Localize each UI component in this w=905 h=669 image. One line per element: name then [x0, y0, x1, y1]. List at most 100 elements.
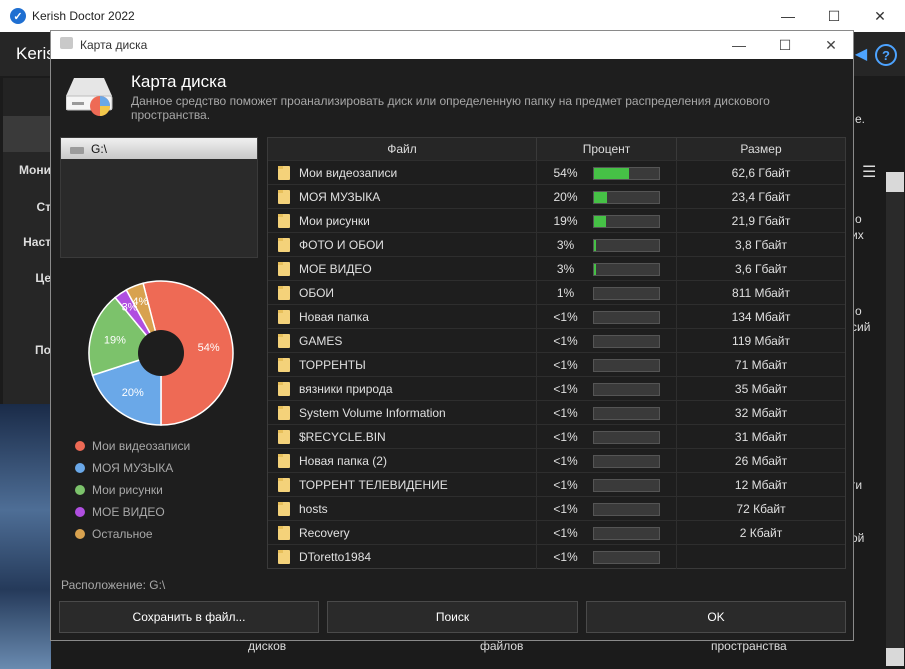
main-minimize-button[interactable]: — — [765, 0, 811, 32]
pie-slice — [142, 280, 234, 426]
column-divider — [676, 521, 677, 545]
legend-item: Остальное — [75, 526, 153, 542]
column-divider — [536, 185, 537, 209]
save-to-file-button[interactable]: Сохранить в файл... — [59, 601, 319, 633]
folder-icon — [278, 550, 290, 564]
folder-icon — [278, 334, 290, 348]
table-row[interactable]: GAMES <1% 119 Мбайт — [268, 328, 845, 353]
pie-slice-label: 4% — [132, 296, 148, 308]
sidebar-active-item[interactable] — [3, 116, 51, 152]
maximize-icon: ☐ — [778, 36, 792, 53]
column-divider — [676, 257, 677, 281]
folder-icon — [278, 358, 290, 372]
dialog-close-button[interactable]: ✕ — [808, 31, 854, 59]
column-divider — [536, 233, 537, 257]
table-row[interactable]: Новая папка <1% 134 Мбайт — [268, 304, 845, 329]
file-size: 811 Мбайт — [732, 286, 790, 300]
speaker-icon[interactable]: ◀ — [854, 46, 868, 63]
main-right-text: сий — [851, 320, 871, 334]
bottom-text-space: пространства — [711, 639, 787, 653]
table-row[interactable]: System Volume Information <1% 32 Мбайт — [268, 400, 845, 425]
table-row[interactable]: МОЯ МУЗЫКА 20% 23,4 Гбайт — [268, 184, 845, 209]
file-name: Recovery — [299, 526, 350, 540]
ok-button[interactable]: OK — [586, 601, 846, 633]
disk-chart-icon — [66, 78, 113, 116]
column-divider — [676, 329, 677, 353]
legend-label: МОЯ МУЗЫКА — [92, 461, 174, 475]
table-row[interactable]: ОБОИ 1% 811 Мбайт — [268, 280, 845, 305]
percent-bar-fill — [594, 216, 607, 227]
column-divider — [536, 281, 537, 305]
help-icon[interactable]: ? — [875, 44, 897, 66]
table-row[interactable]: ФОТО И ОБОИ 3% 3,8 Гбайт — [268, 232, 845, 257]
legend-item: МОЕ ВИДЕО — [75, 504, 165, 520]
pie-slice-label: 20% — [122, 387, 144, 399]
legend-item: МОЯ МУЗЫКА — [75, 460, 173, 476]
main-close-button[interactable]: ✕ — [857, 0, 903, 32]
table-row[interactable]: ТОРРЕНТЫ <1% 71 Мбайт — [268, 352, 845, 377]
table-row[interactable]: Recovery <1% 2 Кбайт — [268, 520, 845, 545]
percent-bar-fill — [594, 240, 596, 251]
file-name: DToretto1984 — [299, 550, 372, 564]
scroll-up-button[interactable] — [886, 172, 904, 192]
minimize-icon: — — [781, 8, 795, 24]
legend-label: Остальное — [92, 527, 153, 541]
table-row[interactable]: ТОРРЕНТ ТЕЛЕВИДЕНИЕ <1% 12 Мбайт — [268, 472, 845, 497]
column-divider — [536, 497, 537, 521]
column-divider — [676, 497, 677, 521]
table-row[interactable]: вязники природа <1% 35 Мбайт — [268, 376, 845, 401]
dialog-heading: Карта диска — [131, 72, 227, 91]
percent-bar — [593, 383, 660, 396]
drive-list-item[interactable] — [61, 138, 257, 159]
table-row[interactable]: Мои видеозаписи 54% 62,6 Гбайт — [268, 160, 845, 185]
table-row[interactable]: $RECYCLE.BIN <1% 31 Мбайт — [268, 424, 845, 449]
percent-bar — [593, 263, 660, 276]
column-divider — [536, 353, 537, 377]
legend-dot — [75, 507, 85, 517]
sidebar-item-targets[interactable]: Це — [3, 260, 51, 301]
column-divider — [536, 209, 537, 233]
file-percent: <1% — [553, 478, 578, 492]
file-percent: <1% — [553, 502, 578, 516]
column-divider — [536, 377, 537, 401]
pie-center-hole — [138, 330, 184, 376]
table-row[interactable]: Новая папка (2) <1% 26 Мбайт — [268, 448, 845, 473]
column-divider — [536, 449, 537, 473]
minimize-icon: — — [732, 37, 746, 53]
location-label: Расположение: G:\ — [61, 578, 166, 592]
hamburger-menu-icon[interactable]: ☰ — [862, 164, 877, 181]
table-row[interactable]: МОЕ ВИДЕО 3% 3,6 Гбайт — [268, 256, 845, 281]
main-right-text: о — [855, 304, 862, 318]
column-header-size[interactable]: Размер — [677, 138, 845, 160]
table-row[interactable]: hosts <1% 72 Кбайт — [268, 496, 845, 521]
legend-item: Мои видеозаписи — [75, 438, 190, 454]
column-divider — [676, 209, 677, 233]
file-size: 62,6 Гбайт — [731, 166, 791, 180]
column-divider — [676, 449, 677, 473]
column-divider — [676, 161, 677, 185]
file-size: 32 Мбайт — [734, 406, 788, 420]
sidebar-item-settings[interactable]: Наст — [3, 224, 51, 265]
folder-icon — [278, 238, 290, 252]
app-check-icon: ✓ — [10, 8, 26, 24]
main-scrollbar[interactable] — [886, 172, 904, 662]
table-row[interactable]: Мои рисунки 19% 21,9 Гбайт — [268, 208, 845, 233]
sidebar-item-monitoring[interactable]: Мони — [3, 152, 51, 193]
file-percent: 20% — [553, 190, 578, 204]
scroll-down-button[interactable] — [886, 648, 904, 666]
column-header-percent[interactable]: Процент — [537, 138, 677, 160]
table-row[interactable]: DToretto1984 <1% — [268, 544, 845, 569]
dialog-maximize-button[interactable]: ☐ — [762, 31, 808, 59]
main-maximize-button[interactable]: ☐ — [811, 0, 857, 32]
dialog-description: Данное средство поможет проанализировать… — [131, 94, 770, 122]
drive-icon — [70, 147, 84, 154]
column-header-file[interactable]: Файл — [268, 138, 537, 160]
percent-bar — [593, 551, 660, 564]
disk-pie-chart: 54% 20% 19% 3%4% — [88, 280, 234, 426]
search-button[interactable]: Поиск — [327, 601, 578, 633]
dialog-minimize-button[interactable]: — — [716, 31, 762, 59]
file-name: ФОТО И ОБОИ — [299, 238, 384, 252]
file-name: Новая папка — [299, 310, 369, 324]
sidebar-item-blank[interactable] — [3, 366, 51, 407]
folder-icon — [278, 310, 290, 324]
